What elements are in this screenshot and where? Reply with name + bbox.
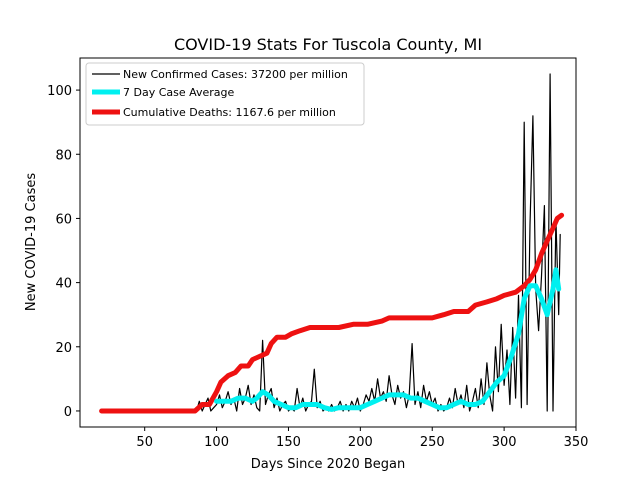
- series-cumulative-deaths: [99, 212, 565, 414]
- legend: New Confirmed Cases: 37200 per million 7…: [85, 62, 365, 126]
- y-axis-ticks: 0 20 40 60 80 100: [47, 84, 80, 420]
- x-tick-label: 100: [204, 435, 229, 450]
- y-tick-label: 100: [47, 84, 72, 99]
- legend-label-cumulative-deaths: Cumulative Deaths: 1167.6 per million: [123, 106, 336, 119]
- chart-title: COVID-19 Stats For Tuscola County, MI: [174, 35, 482, 54]
- y-tick-label: 60: [55, 212, 72, 227]
- y-tick-label: 80: [55, 148, 72, 163]
- plot-frame: [79, 57, 577, 428]
- series-layer: [99, 73, 565, 414]
- plot-area: [99, 73, 565, 414]
- legend-label-7day-average: 7 Day Case Average: [123, 86, 235, 99]
- y-tick-label: 40: [55, 277, 72, 292]
- series-7day-case-average: [214, 267, 562, 412]
- legend-label-new-cases: New Confirmed Cases: 37200 per million: [123, 68, 348, 81]
- y-tick-label: 20: [55, 341, 72, 356]
- x-tick-label: 300: [492, 435, 517, 450]
- y-axis-label: New COVID-19 Cases: [24, 173, 39, 311]
- y-tick-label: 0: [64, 405, 72, 420]
- x-tick-label: 200: [348, 435, 373, 450]
- x-tick-label: 150: [276, 435, 301, 450]
- x-axis-label: Days Since 2020 Began: [251, 457, 406, 472]
- x-tick-label: 50: [136, 435, 153, 450]
- x-tick-label: 350: [564, 435, 589, 450]
- legend-box: [85, 62, 365, 126]
- x-tick-label: 250: [420, 435, 445, 450]
- x-axis-ticks: 50 100 150 200 250 300 350: [136, 427, 588, 450]
